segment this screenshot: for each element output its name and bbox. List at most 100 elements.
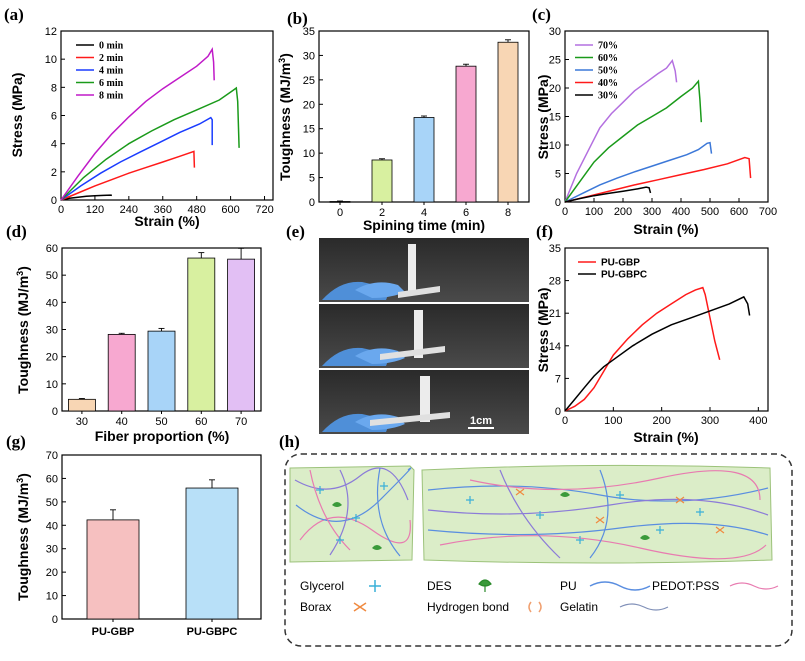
chart-b: 05101520253035Toughness (MJ/m3)Spining t… <box>277 26 529 233</box>
legend-label-pu: PU <box>560 579 577 593</box>
x-tick-label: 300 <box>701 415 719 427</box>
x-tick-label: 0 <box>562 415 568 427</box>
y-axis-title: Stress (MPa) <box>9 73 25 158</box>
chart-f: 0 7 14 21 28 35 0 100 200 300 400 Stress (MPa) Strai… <box>535 243 768 445</box>
x-axis-title: Spining time (min) <box>363 217 485 233</box>
x-tick-label: 0 <box>337 207 343 219</box>
x-tick-label: 700 <box>759 206 777 218</box>
x-tick-label: 500 <box>701 206 719 218</box>
y-tick-label: 50 <box>46 497 58 509</box>
legend-label-glycerol: Glycerol <box>300 579 344 593</box>
y-tick-label: 0 <box>52 406 58 418</box>
schematic-panel: Glycerol DES PU PEDOT:PSS Borax Hydrogen bond… <box>285 454 792 646</box>
bar-4 <box>414 117 434 202</box>
x-tick-label: 4 <box>421 207 427 219</box>
panel-label-h: (h) <box>279 432 300 451</box>
borax-icon <box>354 603 366 611</box>
x-tick-label: 0 <box>58 204 64 216</box>
x-tick-label: 30 <box>76 416 88 428</box>
plot-frame <box>565 31 768 202</box>
panel-label-a: (a) <box>4 5 24 24</box>
y-tick-label: 5 <box>555 169 561 181</box>
series-line-30- <box>565 187 651 202</box>
y-tick-label: 8 <box>51 82 57 94</box>
chart-g: 0 10 20 30 40 50 60 70 Toughness (MJ/m3) PU-GBP PU… <box>15 450 261 638</box>
panel-label-g: (g) <box>6 432 26 451</box>
legend-label: 40% <box>598 78 618 89</box>
x-tick-label: 400 <box>749 415 767 427</box>
y-axis-title: Toughness (MJ/m3) <box>15 266 31 394</box>
legend-label: 30% <box>598 91 618 102</box>
y-tick-label: 30 <box>549 26 561 38</box>
y-tick-label: 0 <box>309 197 315 209</box>
legend-label-borax: Borax <box>300 600 331 614</box>
panel-label-d: (d) <box>6 222 27 241</box>
y-axis-title: Stress (MPa) <box>535 75 551 160</box>
x-tick-label: 200 <box>614 206 632 218</box>
x-tick-label: 720 <box>255 204 273 216</box>
y-tick-label: 25 <box>549 55 561 67</box>
hbond-icon <box>529 602 541 612</box>
scale-bar-label: 1cm <box>470 415 492 427</box>
legend-label: PU-GBPC <box>601 270 647 281</box>
x-tick-label: 50 <box>155 416 167 428</box>
bar-PU-GBP <box>87 520 139 619</box>
y-tick-label: 60 <box>46 473 58 485</box>
x-tick-label: 300 <box>643 206 661 218</box>
x-tick-label: PU-GBP <box>92 626 135 638</box>
gelatin-icon <box>620 604 668 610</box>
y-tick-label: 20 <box>46 352 58 364</box>
y-tick-label: 10 <box>46 379 58 391</box>
x-tick-label: 200 <box>652 415 670 427</box>
y-tick-label: 40 <box>46 520 58 532</box>
y-tick-label: 15 <box>303 124 315 136</box>
x-axis-title: Fiber proportion (%) <box>95 428 230 444</box>
series-line-4-min <box>61 118 212 200</box>
bar-30 <box>68 399 95 411</box>
legend-label: 0 min <box>99 41 124 52</box>
figure: (a) (b) (c) (d) (e) (f) (g) (h) 02468101… <box>0 0 805 661</box>
x-tick-label: 70 <box>235 416 247 428</box>
y-tick-label: 5 <box>309 173 315 185</box>
y-tick-label: 30 <box>46 325 58 337</box>
legend-label-des: DES <box>427 579 452 593</box>
photo-2 <box>319 304 529 368</box>
y-tick-label: 20 <box>46 567 58 579</box>
photo-3: 1cm <box>319 370 529 434</box>
y-tick-label: 20 <box>303 99 315 111</box>
bar-70 <box>228 259 255 411</box>
y-tick-label: 0 <box>51 195 57 207</box>
x-tick-label: PU-GBPC <box>187 626 238 638</box>
x-tick-label: 600 <box>221 204 239 216</box>
x-axis-title: Strain (%) <box>633 221 698 237</box>
legend-label: 4 min <box>99 66 124 77</box>
bar-40 <box>108 334 135 411</box>
y-tick-label: 60 <box>46 243 58 255</box>
y-tick-label: 35 <box>303 26 315 38</box>
legend-label-hbond: Hydrogen bond <box>427 600 509 614</box>
legend-label: 6 min <box>99 78 124 89</box>
y-axis-title: Toughness (MJ/m3) <box>277 53 293 181</box>
bar-6 <box>456 66 476 202</box>
panel-label-f: (f) <box>536 222 553 241</box>
chart-d: 0 10 20 30 40 50 60 Toughness (MJ/m3) Fiber prop… <box>15 243 261 444</box>
y-tick-label: 7 <box>555 373 561 385</box>
y-tick-label: 30 <box>46 544 58 556</box>
panel-label-e: (e) <box>286 222 305 241</box>
plot-frame <box>61 31 273 200</box>
y-tick-label: 40 <box>46 297 58 309</box>
photo-1 <box>319 238 529 302</box>
y-axis-title: Toughness (MJ/m3) <box>15 473 31 601</box>
pedot-icon <box>730 583 778 589</box>
legend-label-pedot: PEDOT:PSS <box>652 579 719 593</box>
glycerol-icon <box>369 580 381 592</box>
y-tick-label: 35 <box>549 243 561 255</box>
x-axis-title: Strain (%) <box>134 213 199 229</box>
legend-label: 70% <box>598 41 618 52</box>
legend-label: 2 min <box>99 53 124 64</box>
schematic-legend: Glycerol DES PU PEDOT:PSS Borax Hydrogen bond… <box>300 579 778 614</box>
y-tick-label: 30 <box>303 50 315 62</box>
y-axis-title: Stress (MPa) <box>535 288 551 373</box>
bar-PU-GBPC <box>186 488 238 619</box>
